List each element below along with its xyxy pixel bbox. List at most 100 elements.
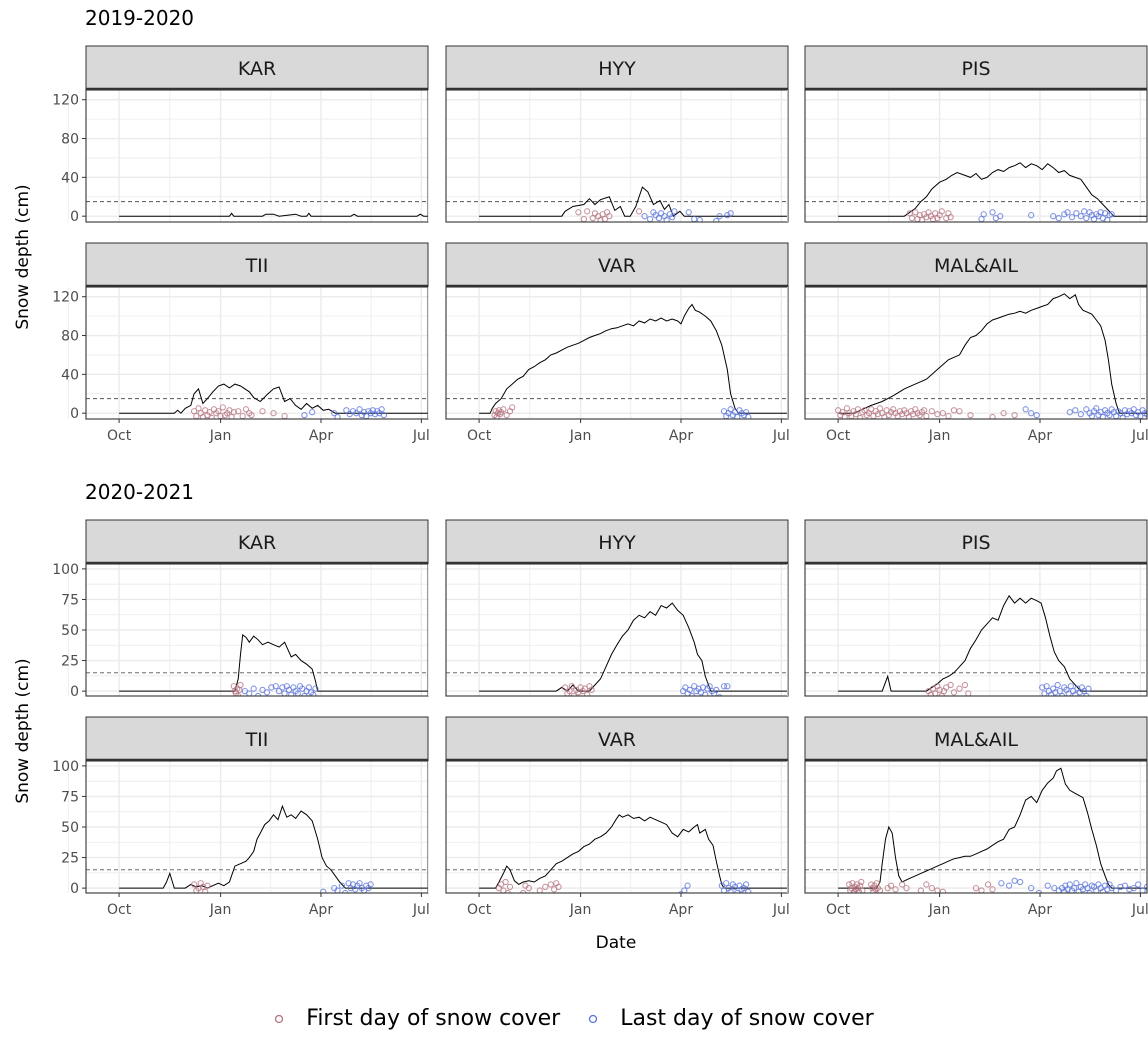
last-day-point: [745, 413, 752, 419]
y-tick-label: 0: [70, 684, 79, 700]
first-day-point: [984, 881, 992, 888]
x-tick-label: Oct: [107, 902, 132, 918]
last-day-point: [685, 209, 692, 216]
first-day-point: [934, 887, 941, 893]
last-day-point: [294, 690, 301, 696]
panel-border: [445, 563, 789, 697]
first-day-point: [239, 412, 246, 419]
last-day-point: [716, 213, 723, 220]
last-day-point: [641, 213, 648, 220]
last-day-point: [356, 880, 363, 887]
last-day-point: [678, 891, 684, 893]
first-day-point: [235, 408, 242, 415]
last-day-point: [657, 210, 665, 217]
first-day-point: [928, 884, 936, 892]
last-day-point: [349, 408, 357, 415]
y-tick-label: 120: [52, 93, 79, 109]
legend-key-last-icon: [589, 1014, 598, 1023]
panel-data: [86, 201, 428, 217]
snow-depth-line: [838, 594, 1147, 692]
last-day-point: [734, 413, 741, 419]
last-day-point: [671, 208, 678, 215]
last-day-point: [998, 880, 1005, 887]
first-day-point: [874, 410, 881, 418]
legend-label-first: First day of snow cover: [306, 1006, 561, 1031]
last-day-point: [669, 213, 676, 221]
last-day-point: [250, 685, 257, 692]
last-day-point: [1005, 882, 1013, 889]
first-day-point: [857, 414, 864, 419]
last-day-point: [305, 684, 313, 691]
panel-0-1: HYY: [427, 45, 789, 223]
last-day-point: [1130, 884, 1137, 892]
last-day-point: [646, 215, 654, 222]
first-day-point: [887, 882, 895, 889]
last-day-point: [1067, 683, 1075, 690]
first-day-point: [943, 214, 950, 222]
facet-strip: [445, 716, 789, 762]
first-day-point: [855, 888, 863, 893]
snow-depth-line: [479, 186, 788, 217]
panel-1-1: HYY: [427, 519, 789, 697]
panel-data: [805, 767, 1147, 893]
last-day-point: [745, 888, 752, 893]
first-day-point: [525, 884, 532, 892]
y-tick-label: 80: [61, 329, 79, 345]
first-day-point: [570, 692, 578, 696]
snow-depth-line: [838, 162, 1147, 217]
last-day-point: [1077, 410, 1084, 418]
facet-label: MAL&AIL: [934, 729, 1018, 751]
first-day-point: [504, 889, 511, 893]
panel-data: [86, 804, 428, 893]
facet-strip: [85, 242, 429, 288]
snow-depth-line: [479, 814, 788, 889]
last-day-point: [1073, 210, 1080, 217]
snow-depth-line: [119, 212, 428, 217]
last-day-point: [1071, 884, 1078, 892]
snow-depth-line: [119, 383, 428, 414]
last-day-point: [1054, 681, 1061, 689]
legend: First day of snow cover Last day of snow…: [0, 1006, 1148, 1031]
first-day-point: [950, 407, 958, 414]
panel-data: [446, 602, 788, 696]
panel-1-2: PIS: [786, 519, 1148, 697]
last-day-point: [312, 685, 319, 692]
panel-data: [446, 186, 788, 222]
facet-strip: [804, 242, 1148, 288]
first-day-point: [204, 882, 211, 889]
first-day-point: [861, 407, 868, 414]
last-day-point: [310, 691, 317, 696]
first-day-point: [568, 683, 575, 690]
x-tick-label: Jan: [209, 428, 232, 444]
panel-0-2: PIS: [786, 45, 1148, 223]
first-day-point: [230, 409, 237, 416]
season-title-0: 2019-2020: [85, 6, 194, 30]
legend-label-last: Last day of snow cover: [620, 1006, 874, 1031]
first-day-point: [536, 887, 543, 893]
last-day-point: [1066, 881, 1073, 888]
first-day-point: [918, 216, 926, 222]
last-day-point: [1099, 413, 1107, 419]
last-day-point: [1028, 212, 1035, 219]
panels-layer: KAR 0 40 80 120 HYY PIS TII 0 40 80 120 Oct Jan Apr Jul…: [52, 45, 1148, 918]
first-day-point: [956, 685, 963, 692]
first-day-point: [219, 404, 226, 411]
x-tick-label: Jan: [928, 428, 951, 444]
first-day-point: [237, 681, 244, 689]
x-tick-label: Oct: [467, 902, 492, 918]
first-day-point: [939, 888, 947, 893]
first-day-point: [281, 412, 288, 419]
first-day-point: [190, 881, 198, 888]
first-day-point: [584, 208, 591, 215]
first-day-point: [917, 887, 924, 893]
facet-label: VAR: [598, 729, 636, 751]
first-day-point: [932, 690, 939, 696]
panel-data: [86, 633, 428, 696]
panel-data: [805, 162, 1147, 222]
first-day-point: [852, 410, 859, 418]
last-day-point: [724, 683, 731, 690]
last-day-point: [281, 690, 288, 696]
last-day-point: [378, 406, 385, 413]
first-day-point: [939, 410, 947, 417]
facet-label: KAR: [238, 532, 276, 554]
